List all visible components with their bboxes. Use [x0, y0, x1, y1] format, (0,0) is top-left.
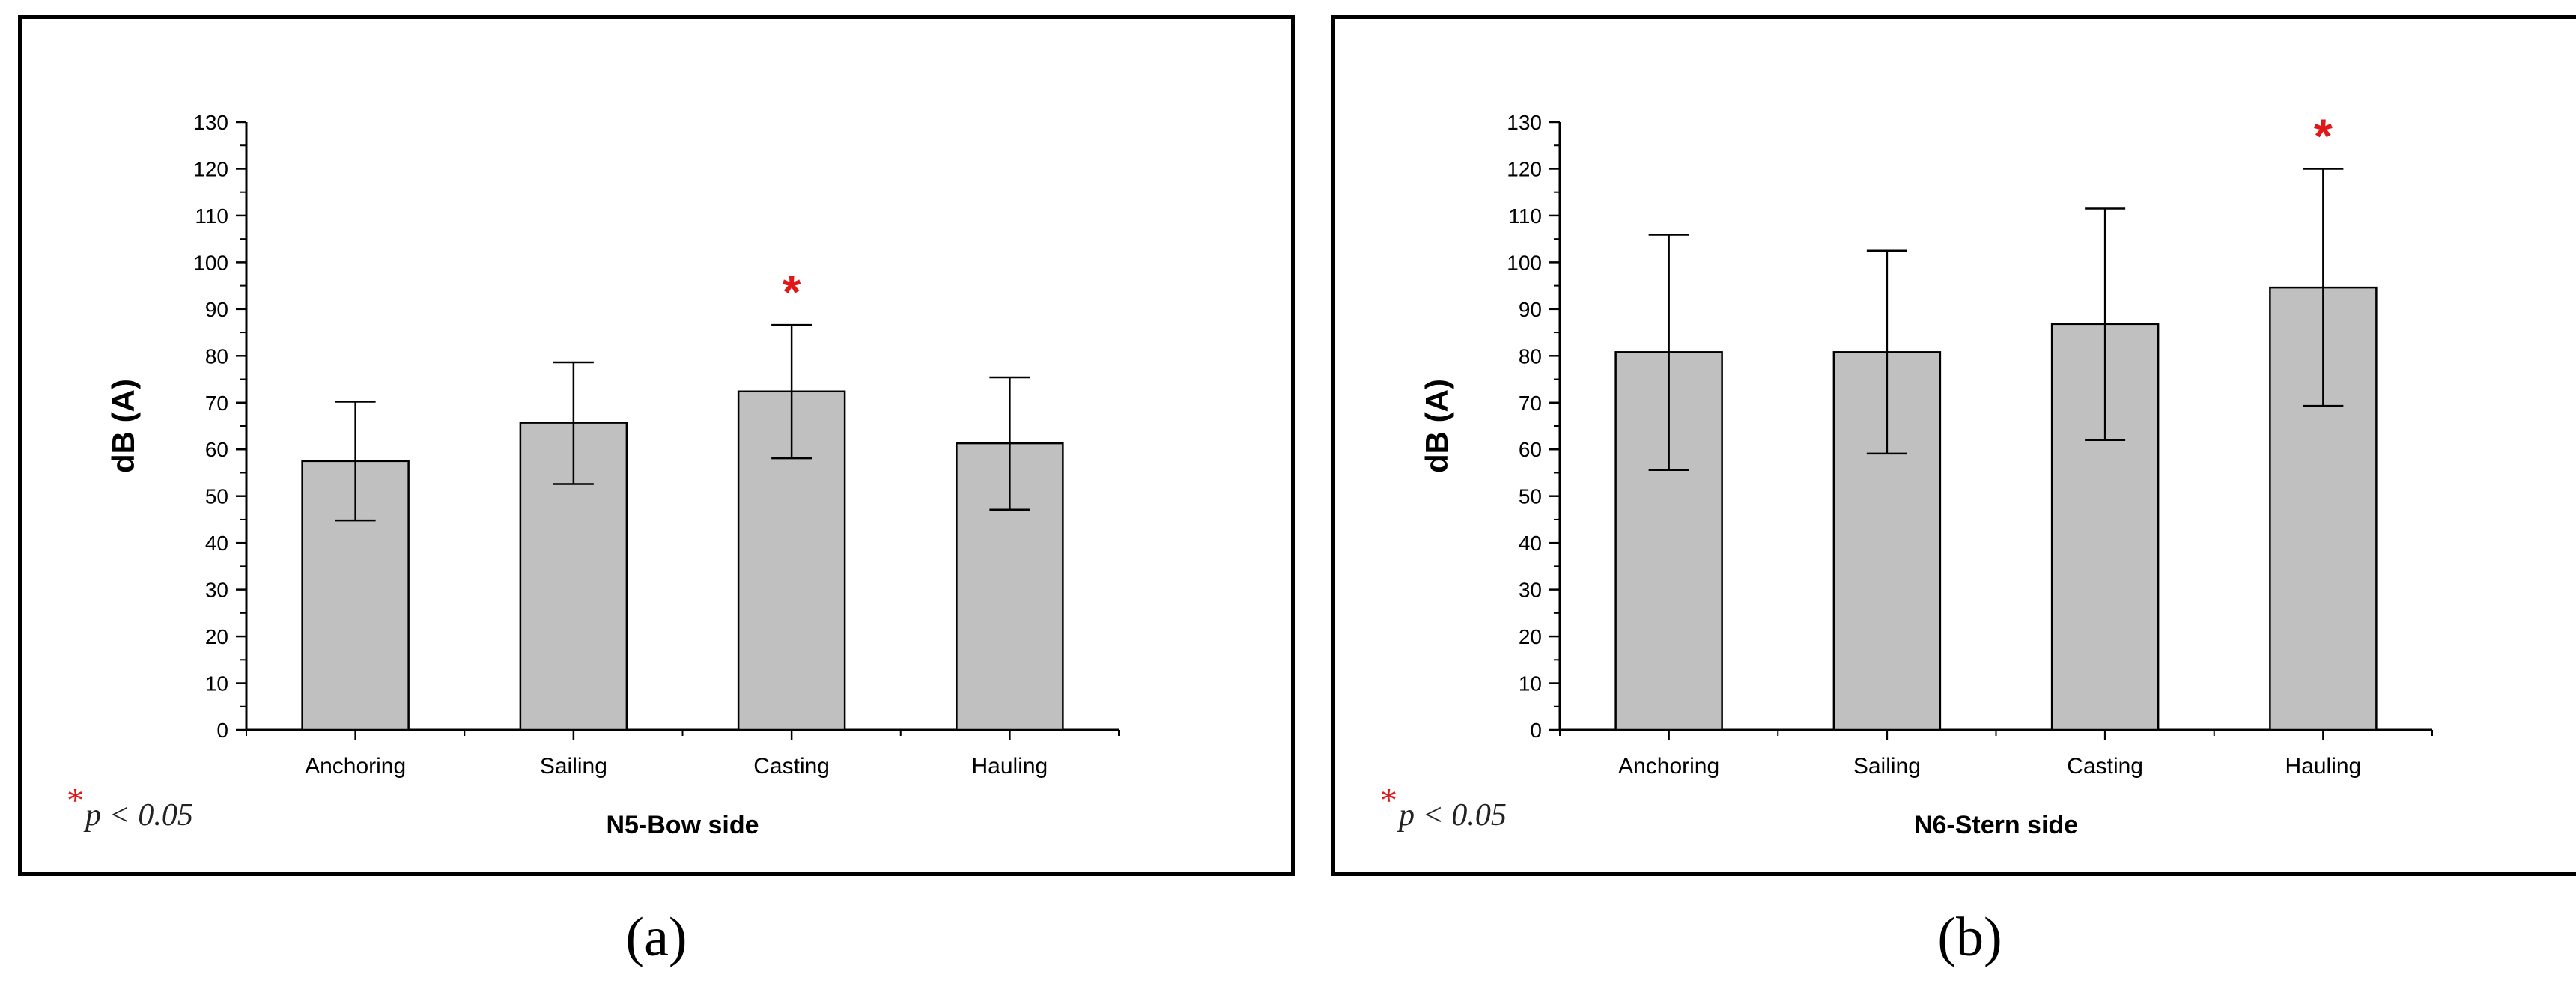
caption-a: (a)	[625, 907, 687, 968]
x-tick-label: Anchoring	[305, 754, 406, 779]
x-axis-label: N5-Bow side	[606, 811, 759, 839]
x-tick-label: Casting	[2067, 754, 2143, 779]
y-tick-label: 100	[193, 251, 228, 274]
y-tick-label: 70	[205, 392, 228, 415]
significance-marker: *	[783, 265, 801, 319]
x-tick-label: Casting	[753, 754, 830, 779]
significance-star: *	[1380, 781, 1397, 819]
chart-b-svg: 0 10 20 30 40 50 60 70 80 90 100 110 120 130 dB (A) Anc…	[1419, 109, 2433, 839]
chart-panel-b: 0 10 20 30 40 50 60 70 80 90 100 110 120 130 dB (A) Anc…	[1331, 15, 2576, 876]
significance-note-b: *p < 0.05	[1380, 781, 1507, 833]
significance-text: p < 0.05	[1399, 798, 1507, 833]
y-tick-label: 0	[216, 719, 228, 742]
chart-panel-a: 0 10 20 30 40 50 60 70 80 90 100 110 120 130 dB (A) Anc…	[18, 15, 1295, 876]
y-tick-label: 50	[205, 485, 228, 508]
y-tick-label: 10	[1519, 672, 1542, 696]
y-tick-label: 30	[1519, 579, 1542, 602]
y-tick-label: 130	[1507, 111, 1542, 134]
y-tick-label: 40	[205, 532, 228, 555]
y-tick-label: 110	[195, 204, 228, 228]
y-tick-label: 80	[205, 344, 228, 368]
caption-b: (b)	[1937, 907, 2002, 968]
y-tick-label: 10	[205, 672, 228, 696]
significance-note-a: *p < 0.05	[67, 781, 193, 833]
y-tick-label: 110	[1508, 204, 1542, 228]
y-tick-label: 60	[205, 438, 228, 461]
y-tick-label: 30	[205, 579, 228, 602]
y-tick-label: 60	[1519, 438, 1542, 461]
x-tick-label: Sailing	[1853, 754, 1921, 779]
y-axis-label: dB (A)	[106, 379, 141, 473]
y-tick-label: 50	[1519, 485, 1542, 508]
significance-star: *	[67, 781, 84, 819]
y-tick-label: 90	[1519, 298, 1542, 321]
significance-marker: *	[2314, 109, 2333, 162]
y-axis-label: dB (A)	[1419, 379, 1454, 473]
y-tick-label: 120	[1507, 157, 1542, 180]
y-tick-label: 40	[1519, 532, 1542, 555]
x-tick-label: Hauling	[972, 754, 1048, 779]
y-tick-label: 120	[193, 157, 228, 180]
y-tick-label: 100	[1507, 251, 1542, 274]
y-tick-label: 20	[205, 625, 228, 648]
y-tick-label: 130	[193, 111, 228, 134]
y-tick-label: 90	[205, 298, 228, 321]
x-tick-label: Anchoring	[1618, 754, 1719, 779]
x-tick-label: Sailing	[540, 754, 607, 779]
significance-text: p < 0.05	[85, 798, 193, 833]
y-tick-label: 20	[1519, 625, 1542, 648]
y-tick-label: 0	[1530, 719, 1542, 742]
y-tick-label: 70	[1519, 392, 1542, 415]
y-tick-label: 80	[1519, 344, 1542, 368]
x-axis-label: N6-Stern side	[1914, 811, 2078, 839]
x-tick-label: Hauling	[2285, 754, 2362, 779]
chart-a-svg: 0 10 20 30 40 50 60 70 80 90 100 110 120 130 dB (A) Anc…	[106, 111, 1120, 839]
